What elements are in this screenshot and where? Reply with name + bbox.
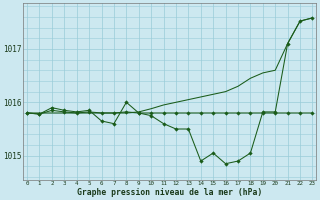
X-axis label: Graphe pression niveau de la mer (hPa): Graphe pression niveau de la mer (hPa)	[77, 188, 262, 197]
